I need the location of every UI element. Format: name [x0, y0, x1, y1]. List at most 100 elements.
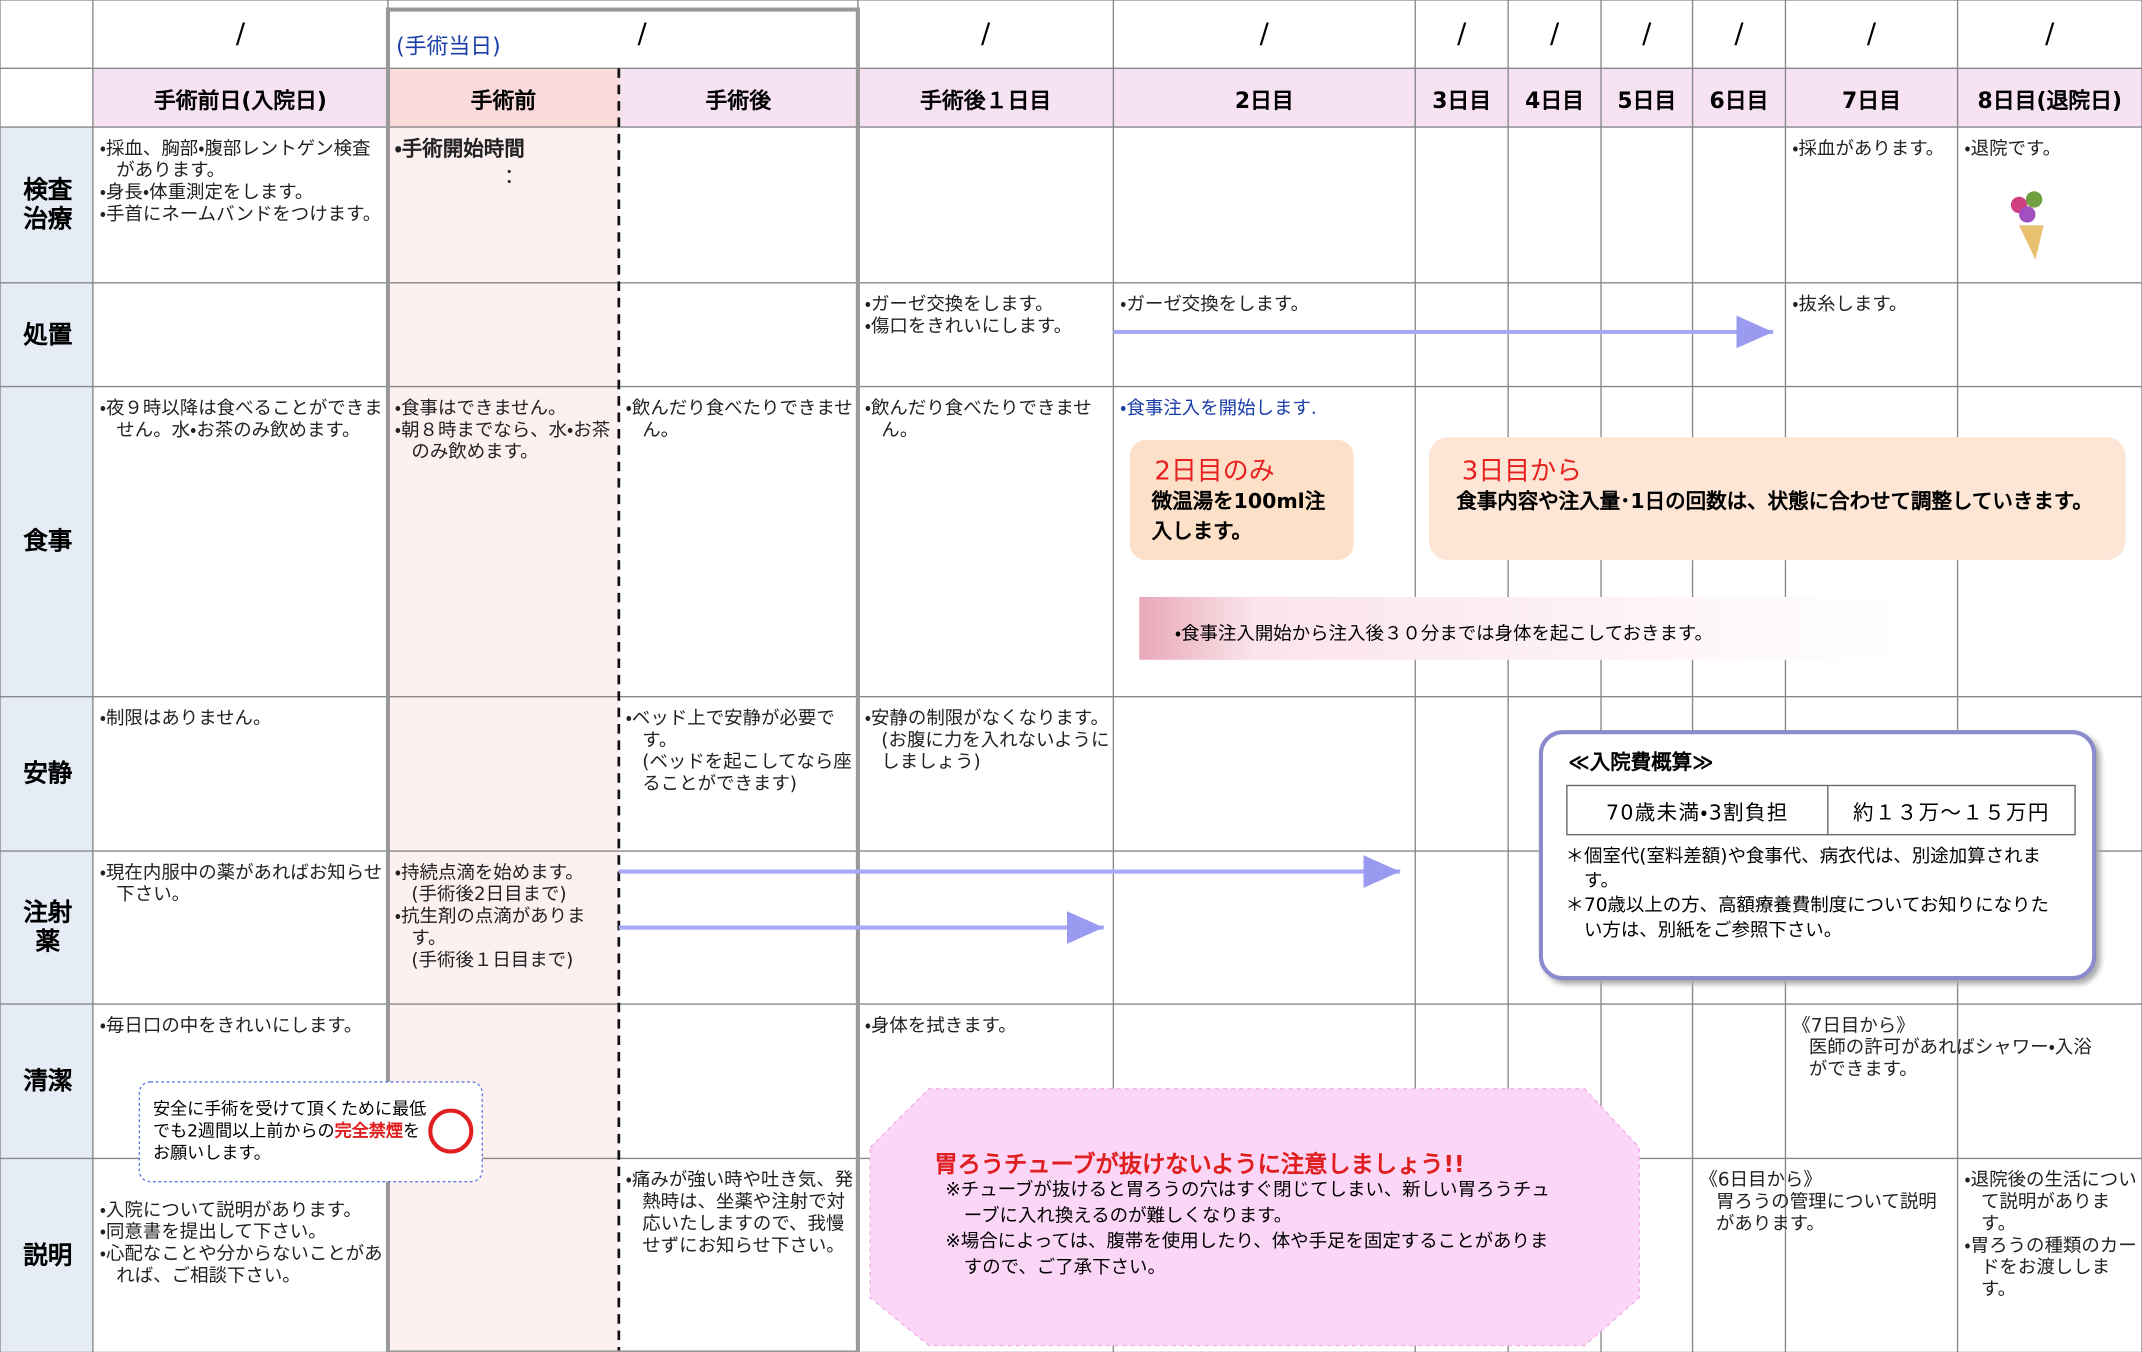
column-header: 5日目 — [1617, 86, 1677, 113]
cell: ・手術開始時間： — [391, 138, 622, 187]
note-box — [1129, 439, 1354, 561]
cell-text: ・退院です。 — [1964, 137, 2062, 160]
warning-lines: ※チューブが抜けると胃ろうの穴はすぐ閉じてしまい、新しい胃ろうチューブに入れ換え… — [945, 1178, 1560, 1282]
warning-shape — [869, 1088, 1640, 1347]
banner — [1139, 596, 1905, 660]
cell-text: ： — [504, 163, 525, 189]
date-slash: / — [2045, 16, 2055, 50]
cell-text: ・安静の制限がなくなります。 — [864, 707, 1109, 730]
cell-text: ・飲んだり食べたりできません。 — [864, 397, 1092, 442]
cell: ・毎日口の中をきれいにします。 — [96, 1015, 391, 1037]
cell-text: ・ガーゼ交換をします。 — [1120, 293, 1310, 316]
cell-text: ・抜糸します。 — [1792, 293, 1908, 316]
row-label: 注射薬 — [23, 898, 73, 957]
banner-text: ・食事注入開始から注入後３０分までは身体を起こしておきます。 — [1174, 622, 1713, 645]
cost-note: ＊個室代(室料差額)や食事代、病衣代は、別途加算されます。 — [1565, 845, 2041, 893]
note-body: 食事内容や注入量･1日の回数は、状態に合わせて調整していきます。 — [1456, 489, 2093, 514]
column-header: 8日目(退院日) — [1977, 86, 2123, 113]
warning-line: ※場合によっては、腹帯を使用したり、体や手足を固定することがありますので、ご了承… — [945, 1230, 1549, 1279]
cost-table — [1566, 784, 2076, 836]
column-header: 2日目 — [1234, 86, 1294, 113]
date-slash: / — [637, 16, 647, 50]
note-title: 2日目のみ — [1154, 456, 1275, 487]
cell: ・採血、胸部・腹部レントゲン検査があります。 ・身長・体重測定をします。 ・手首にネ… — [96, 138, 391, 225]
cost-cell: 70歳未満・3割負担 — [1605, 800, 1789, 826]
cell-text: ・持続点滴を始めます。 — [394, 861, 584, 884]
cell-text: ・ガーゼ交換をします。 — [864, 293, 1054, 316]
cell-text: ・制限はありません。 — [99, 707, 272, 730]
cell-text: ・毎日口の中をきれいにします。 — [99, 1014, 363, 1037]
smoking-text: 安全に手術を受けて頂くために最低でも2週間以上前からの完全禁煙をお願いします。 — [153, 1098, 426, 1164]
cell: ・制限はありません。 — [96, 708, 391, 730]
cell-text: ・心配なことや分からないことがあれば、ご相談下さい。 — [99, 1243, 383, 1287]
cell-text: ・現在内服中の薬があればお知らせ下さい。 — [99, 861, 383, 906]
note-body: 微温湯を100ml注入します。 — [1151, 489, 1326, 544]
cell-text: ・抗生剤の点滴があります。 — [394, 905, 586, 950]
column-header: 手術後 — [705, 86, 772, 113]
cost-notes: ＊個室代(室料差額)や食事代、病衣代は、別途加算されます。 ＊70歳以上の方、高額… — [1566, 844, 2065, 942]
cell-text: ・胃ろうの種類のカードをお渡しします。 — [1964, 1234, 2137, 1301]
warning-line: ※チューブが抜けると胃ろうの穴はすぐ閉じてしまい、新しい胃ろうチューブに入れ換え… — [945, 1178, 1550, 1227]
cell-text: (手術後2日目まで) — [411, 883, 567, 906]
column-header: 7日目 — [1842, 86, 1901, 113]
row-label: 安静 — [23, 759, 73, 789]
cell-text: ・退院後の生活について説明があります。 — [1964, 1169, 2137, 1235]
date-slash: / — [1866, 16, 1877, 50]
cell-text: ・食事注入を開始します. — [1120, 397, 1317, 420]
column-header: 3日目 — [1432, 86, 1492, 113]
row-label: 処置 — [23, 320, 73, 350]
column-header: 4日目 — [1525, 86, 1585, 113]
cell-text: ・採血があります。 — [1792, 137, 1945, 160]
cell: ・痛みが強い時や吐き気、発熱時は、坐薬や注射で対応いたしますので、我慢せずにお知… — [622, 1169, 861, 1256]
cell-text: 胃ろうの管理について説明があります。 — [1715, 1191, 1937, 1235]
cell: ・夜９時以降は食べることができません。水・お茶のみ飲めます。 — [96, 398, 391, 442]
cell-text: ・痛みが強い時や吐き気、発熱時は、坐薬や注射で対応いたしますので、我慢せずにお知… — [625, 1169, 854, 1257]
cell-text: ・傷口をきれいにします。 — [864, 315, 1073, 338]
cell: ・安静の制限がなくなります。 (お腹に力を入れないようにしましょう) — [861, 708, 1116, 774]
cell-text: 医師の許可があればシャワー・入浴ができます。 — [1808, 1036, 2092, 1081]
cell: ・持続点滴を始めます。 (手術後2日目まで) ・抗生剤の点滴があります。 (手術後１日… — [391, 862, 622, 971]
cell-text: ・手術開始時間 — [394, 136, 525, 162]
row-label: 清潔 — [23, 1066, 73, 1096]
column-header: 手術前日(入院日) — [153, 86, 327, 113]
cost-note: ＊70歳以上の方、高額療養費制度についてお知りになりたい方は、別紙をご参照下さい… — [1565, 894, 2049, 942]
smoking-emphasis: 完全禁煙 — [334, 1120, 403, 1141]
date-slash: / — [1259, 16, 1269, 50]
surgery-day-frame — [385, 7, 860, 1352]
cost-title: ≪入院費概算≫ — [1568, 749, 1714, 775]
cell: ・入院について説明があります。 ・同意書を提出して下さい。 ・心配なことや分からない… — [96, 1199, 391, 1286]
cell-text: ・朝８時までなら、水・お茶のみ飲めます。 — [394, 419, 611, 464]
cell: ・現在内服中の薬があればお知らせ下さい。 — [96, 862, 391, 906]
cell-text: (お腹に力を入れないようにしましょう) — [881, 729, 1110, 774]
date-slash: / — [1734, 16, 1744, 50]
cell-text: (手術後１日目まで) — [411, 949, 574, 972]
cost-cell: 約１３万～１５万円 — [1853, 800, 2050, 826]
cell-text: ・飲んだり食べたりできません。 — [625, 397, 853, 442]
cell-text: 《6日目から》 — [1699, 1169, 1822, 1192]
row-label: 検査治療 — [23, 176, 73, 234]
label-band — [0, 127, 93, 1352]
cell: ・飲んだり食べたりできません。 — [861, 398, 1116, 442]
cell-text: ・夜９時以降は食べることができません。水・お茶のみ飲めます。 — [99, 397, 383, 442]
column-header: 手術前 — [470, 86, 537, 113]
cell-text: 《7日目から》 — [1792, 1014, 1915, 1037]
row-label: 食事 — [23, 527, 73, 556]
cell-text: ・手首にネームバンドをつけます。 — [99, 203, 382, 226]
cell: ・ガーゼ交換をします。 ・傷口をきれいにします。 — [861, 294, 1116, 338]
row-label: 説明 — [23, 1241, 73, 1270]
date-slash: / — [1549, 16, 1560, 50]
cell: 《7日目から》 医師の許可があればシャワー・入浴ができます。 — [1788, 1015, 2102, 1081]
cell: ・食事注入を開始します. — [1116, 398, 1418, 420]
date-slash: / — [981, 16, 991, 50]
cell: ・ガーゼ交換をします。 — [1116, 294, 1418, 316]
cell: ・飲んだり食べたりできません。 — [622, 398, 861, 442]
cell-text: (ベッドを起こしてなら座ることができます) — [642, 751, 852, 796]
cell-text: ・ベッド上で安静が必要です。 — [625, 707, 835, 752]
cell: ・抜糸します。 — [1788, 294, 1960, 316]
cell: ・退院です。 — [1960, 138, 2142, 160]
column-header: 手術後１日目 — [920, 86, 1052, 113]
date-slash: / — [1642, 16, 1652, 50]
smoking-box — [138, 1081, 483, 1183]
